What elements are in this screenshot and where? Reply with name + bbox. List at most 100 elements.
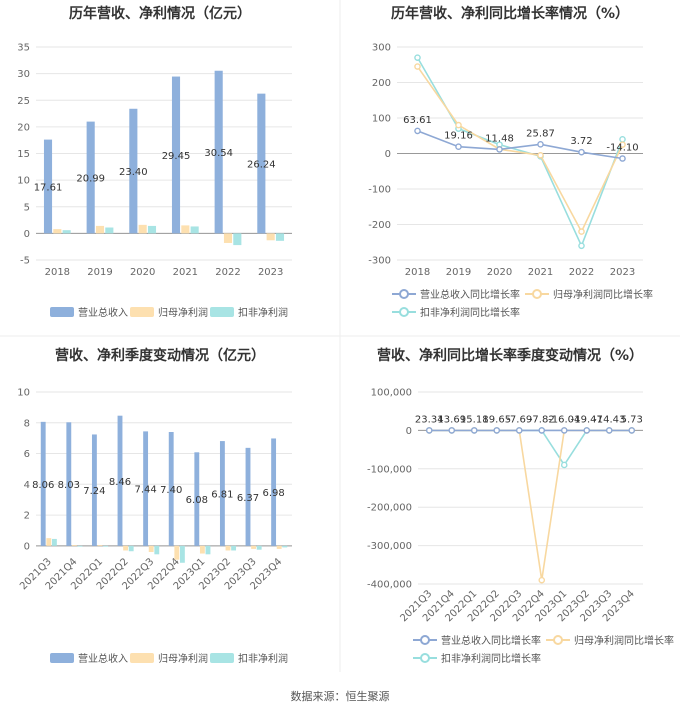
line-data-label: 23.34 <box>415 414 444 425</box>
legend: 营业总收入 归母净利润 扣非净利润 <box>50 652 288 665</box>
bar-归母净利润 <box>223 233 233 243</box>
x-tick-label: 2020 <box>130 267 155 278</box>
y-tick-label: 10 <box>17 176 30 187</box>
bar-营业总收入 <box>86 121 95 234</box>
y-tick-label: 2 <box>24 511 30 522</box>
point-营业总收入同比增长率 <box>578 148 585 156</box>
line-data-label: -19.47 <box>571 414 603 425</box>
point-归母净利润同比增长率 <box>578 228 585 235</box>
legend-marker <box>210 307 234 317</box>
legend-label: 归母净利润同比增长率 <box>574 634 674 647</box>
line-归母净利润同比增长率 <box>416 66 624 234</box>
y-tick-label: 5 <box>24 202 30 213</box>
line-扣非净利润同比增长率 <box>416 57 624 248</box>
x-tick-label: 2022 <box>569 267 594 278</box>
point-营业总收入同比增长率 <box>583 427 591 434</box>
bar-扣非净利润 <box>77 545 83 547</box>
bar-归母净利润 <box>181 225 190 234</box>
line-data-label: -14.43 <box>593 414 625 425</box>
bar-归母净利润 <box>138 224 147 234</box>
y-tick-label: 300 <box>372 43 391 54</box>
y-tick-label: 20 <box>17 122 30 133</box>
line-data-label: 19.65 <box>482 414 511 425</box>
line-data-label: 3.72 <box>570 136 592 147</box>
y-tick-label: 100,000 <box>371 388 412 399</box>
bar-营业总收入 <box>129 108 138 234</box>
bar-归母净利润 <box>71 545 77 546</box>
legend-marker <box>420 635 430 645</box>
y-tick-label: 6 <box>24 449 30 460</box>
bar-扣非净利润 <box>282 545 288 548</box>
chart-title: 营收、净利季度变动情况（亿元） <box>55 347 265 364</box>
line-data-label: 25.87 <box>526 128 555 139</box>
legend-marker <box>399 289 409 299</box>
bar-归母净利润 <box>53 229 62 234</box>
x-tick-label: 2020 <box>487 267 512 278</box>
line-data-label: -16.04 <box>548 414 580 425</box>
bar-归母净利润 <box>46 538 52 546</box>
legend-marker <box>399 307 409 317</box>
bar-data-label: 7.44 <box>134 485 156 496</box>
bar-归母净利润 <box>95 225 105 234</box>
bar-data-label: 6.98 <box>262 488 284 499</box>
point-归母净利润同比增长率 <box>455 121 462 129</box>
legend-marker <box>130 307 154 317</box>
point-营业总收入同比增长率 <box>448 427 456 434</box>
bar-扣非净利润 <box>256 545 262 550</box>
bar-data-label: 7.24 <box>83 486 105 497</box>
bar-data-label: 7.40 <box>160 485 182 496</box>
bar-归母净利润 <box>174 545 180 560</box>
x-tick-label: 2019 <box>446 267 471 278</box>
bar-扣非净利润 <box>103 545 109 547</box>
bar-归母净利润 <box>266 233 275 241</box>
legend-label: 归母净利润 <box>158 306 208 319</box>
point-扣非净利润同比增长率 <box>619 135 626 143</box>
bar-营业总收入 <box>171 76 181 234</box>
bar-data-label: 6.37 <box>237 493 259 504</box>
bar-营业总收入 <box>168 432 174 546</box>
legend-marker <box>420 653 430 663</box>
bar-扣非净利润 <box>205 545 211 555</box>
x-tick-label: 2018 <box>405 267 430 278</box>
bar-data-label: 8.46 <box>109 477 131 488</box>
bar-data-label: 29.45 <box>162 151 191 162</box>
point-归母净利润同比增长率 <box>537 151 544 159</box>
quarter-bar-chart: 营收、净利季度变动情况（亿元）02468102021Q32021Q42022Q1… <box>17 347 292 665</box>
legend: 营业总收入 归母净利润 扣非净利润 <box>50 306 288 319</box>
legend-label: 营业总收入 <box>78 652 128 665</box>
line-营业总收入同比增长率 <box>417 130 623 160</box>
bar-扣非净利润 <box>190 226 199 234</box>
point-营业总收入同比增长率 <box>496 146 503 153</box>
bar-归母净利润 <box>123 545 129 551</box>
x-tick-label: 2021 <box>528 267 553 278</box>
bar-归母净利润 <box>276 545 282 549</box>
y-tick-label: 30 <box>17 69 30 80</box>
legend-marker <box>532 289 542 299</box>
bar-扣非净利润 <box>154 545 160 555</box>
legend-label: 营业总收入 <box>78 306 128 319</box>
y-tick-label: 10 <box>17 388 30 399</box>
legend-marker <box>130 653 154 663</box>
quarter-line-chart: 营收、净利同比增长率季度变动情况（%） -400,000 -300,000 -200,… <box>367 347 674 665</box>
bar-data-label: 6.08 <box>186 495 208 506</box>
y-tick-label: -100 <box>368 185 391 196</box>
chart-title: 营收、净利同比增长率季度变动情况（%） <box>377 347 643 364</box>
line-data-label: 15.18 <box>460 414 489 425</box>
annual-bar-chart: 历年营收、净利情况（亿元） -5 0 5 10 15 20 25 30 35 2018 2019 202… <box>17 5 292 319</box>
point-归母净利润同比增长率 <box>538 576 546 584</box>
legend-label: 扣非净利润 <box>238 652 288 665</box>
bar-data-label: 30.54 <box>204 148 233 159</box>
y-tick-label: -300,000 <box>367 541 412 552</box>
bar-扣非净利润 <box>179 545 185 563</box>
line-data-label: 13.69 <box>437 414 466 425</box>
legend-marker <box>210 653 234 663</box>
point-归母净利润同比增长率 <box>619 141 626 148</box>
bar-营业总收入 <box>143 431 149 546</box>
bar-data-label: 8.03 <box>58 480 80 491</box>
y-tick-label: 15 <box>17 149 30 160</box>
legend-marker <box>50 307 74 317</box>
x-tick-label: 2021 <box>173 267 198 278</box>
line-data-label: 63.61 <box>403 115 432 126</box>
bar-营业总收入 <box>219 441 225 546</box>
